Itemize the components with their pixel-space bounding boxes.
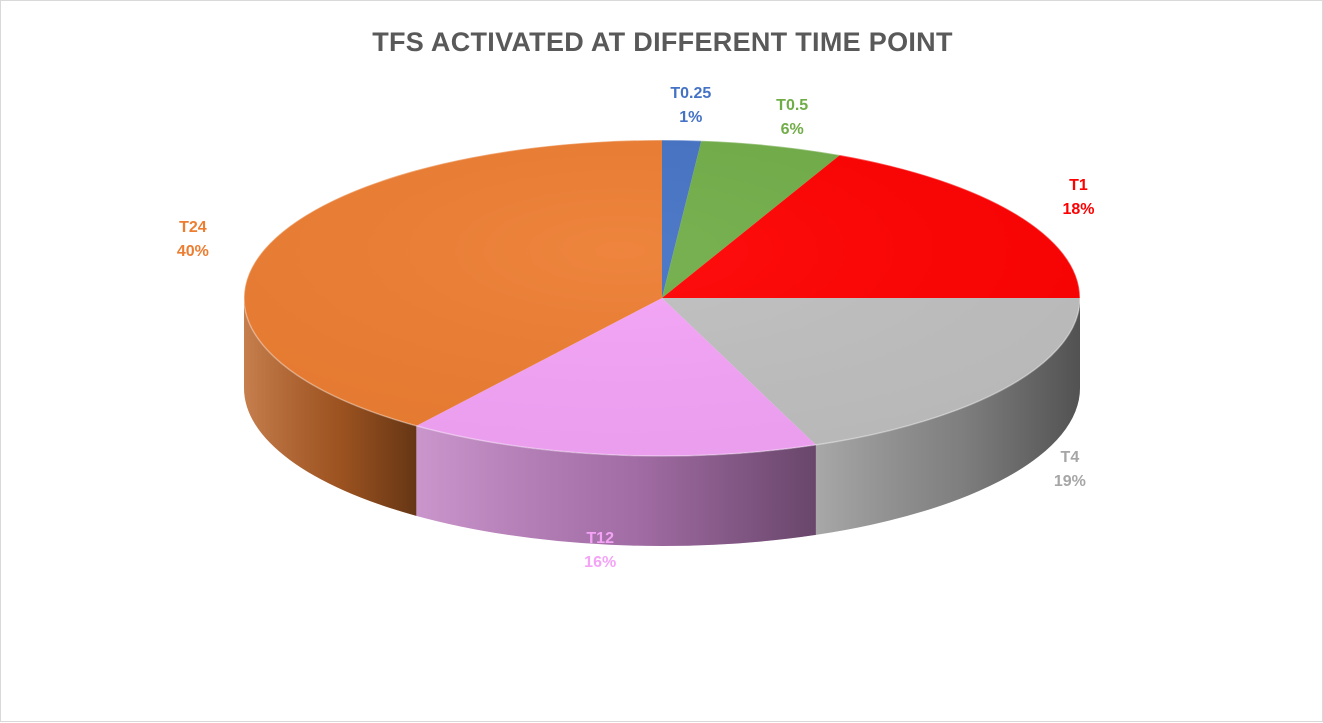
pie-side-shading-t24 — [244, 298, 417, 516]
data-label-name-t24: T24 — [179, 219, 207, 237]
data-label-value-t12: 16% — [584, 553, 617, 571]
data-label-name-t1: T1 — [1069, 177, 1088, 195]
data-label-value-t0-5: 6% — [780, 121, 804, 139]
data-label-value-t4: 19% — [1053, 473, 1086, 491]
data-label-name-t12: T12 — [586, 529, 614, 547]
data-label-t24: T24 40% — [177, 216, 209, 264]
data-label-name-t0-5: T0.5 — [776, 97, 809, 115]
data-label-t0-25: T0.25 1% — [670, 82, 711, 130]
data-label-value-t24: 40% — [176, 243, 209, 261]
chart-title: TFS ACTIVATED AT DIFFERENT TIME POINT — [372, 27, 953, 57]
data-label-t0-5: T0.5 6% — [776, 94, 808, 142]
data-label-name-t4: T4 — [1060, 449, 1080, 467]
pie-side-shading-t4 — [815, 298, 1080, 535]
data-label-name-t0-25: T0.25 — [670, 84, 712, 102]
data-label-t12: T12 16% — [584, 527, 616, 575]
data-label-t4: T4 19% — [1054, 446, 1086, 494]
pie-top-rim — [243, 139, 1081, 457]
data-label-value-t1: 18% — [1062, 201, 1095, 219]
data-label-value-t0-25: 1% — [679, 108, 703, 126]
data-label-t1: T1 18% — [1062, 174, 1094, 222]
pie-side-shading-t12 — [416, 425, 816, 546]
